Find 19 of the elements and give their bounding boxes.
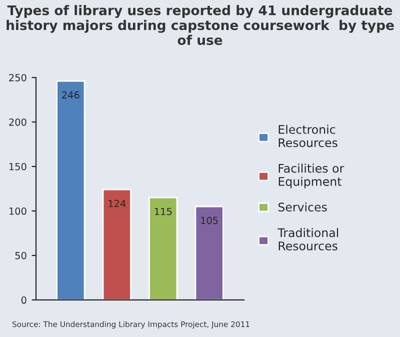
bar xyxy=(194,206,224,300)
data-label: 115 xyxy=(154,208,172,216)
legend-label: Traditional Resources xyxy=(278,228,338,250)
data-label: 105 xyxy=(201,216,218,224)
legend-label: Services xyxy=(278,202,327,212)
y-tick-label: 200 xyxy=(9,118,26,126)
bar xyxy=(148,196,178,300)
data-label: 246 xyxy=(62,91,80,99)
y-tick-label: 250 xyxy=(9,74,26,82)
bar xyxy=(56,80,86,300)
y-tick-label: 150 xyxy=(9,162,26,170)
y-tick-label: 50 xyxy=(15,252,26,260)
y-tick-label: 0 xyxy=(21,296,26,304)
legend-label: Facilities or Equipment xyxy=(278,164,344,188)
data-label: 124 xyxy=(108,200,126,208)
legend-label: Electronic Resources xyxy=(278,124,338,148)
bar xyxy=(102,188,132,300)
y-tick-label: 100 xyxy=(9,207,26,215)
chart-title: Types of library uses reported by 41 undergraduate history majors during capstone coursework by type of use xyxy=(6,5,394,46)
